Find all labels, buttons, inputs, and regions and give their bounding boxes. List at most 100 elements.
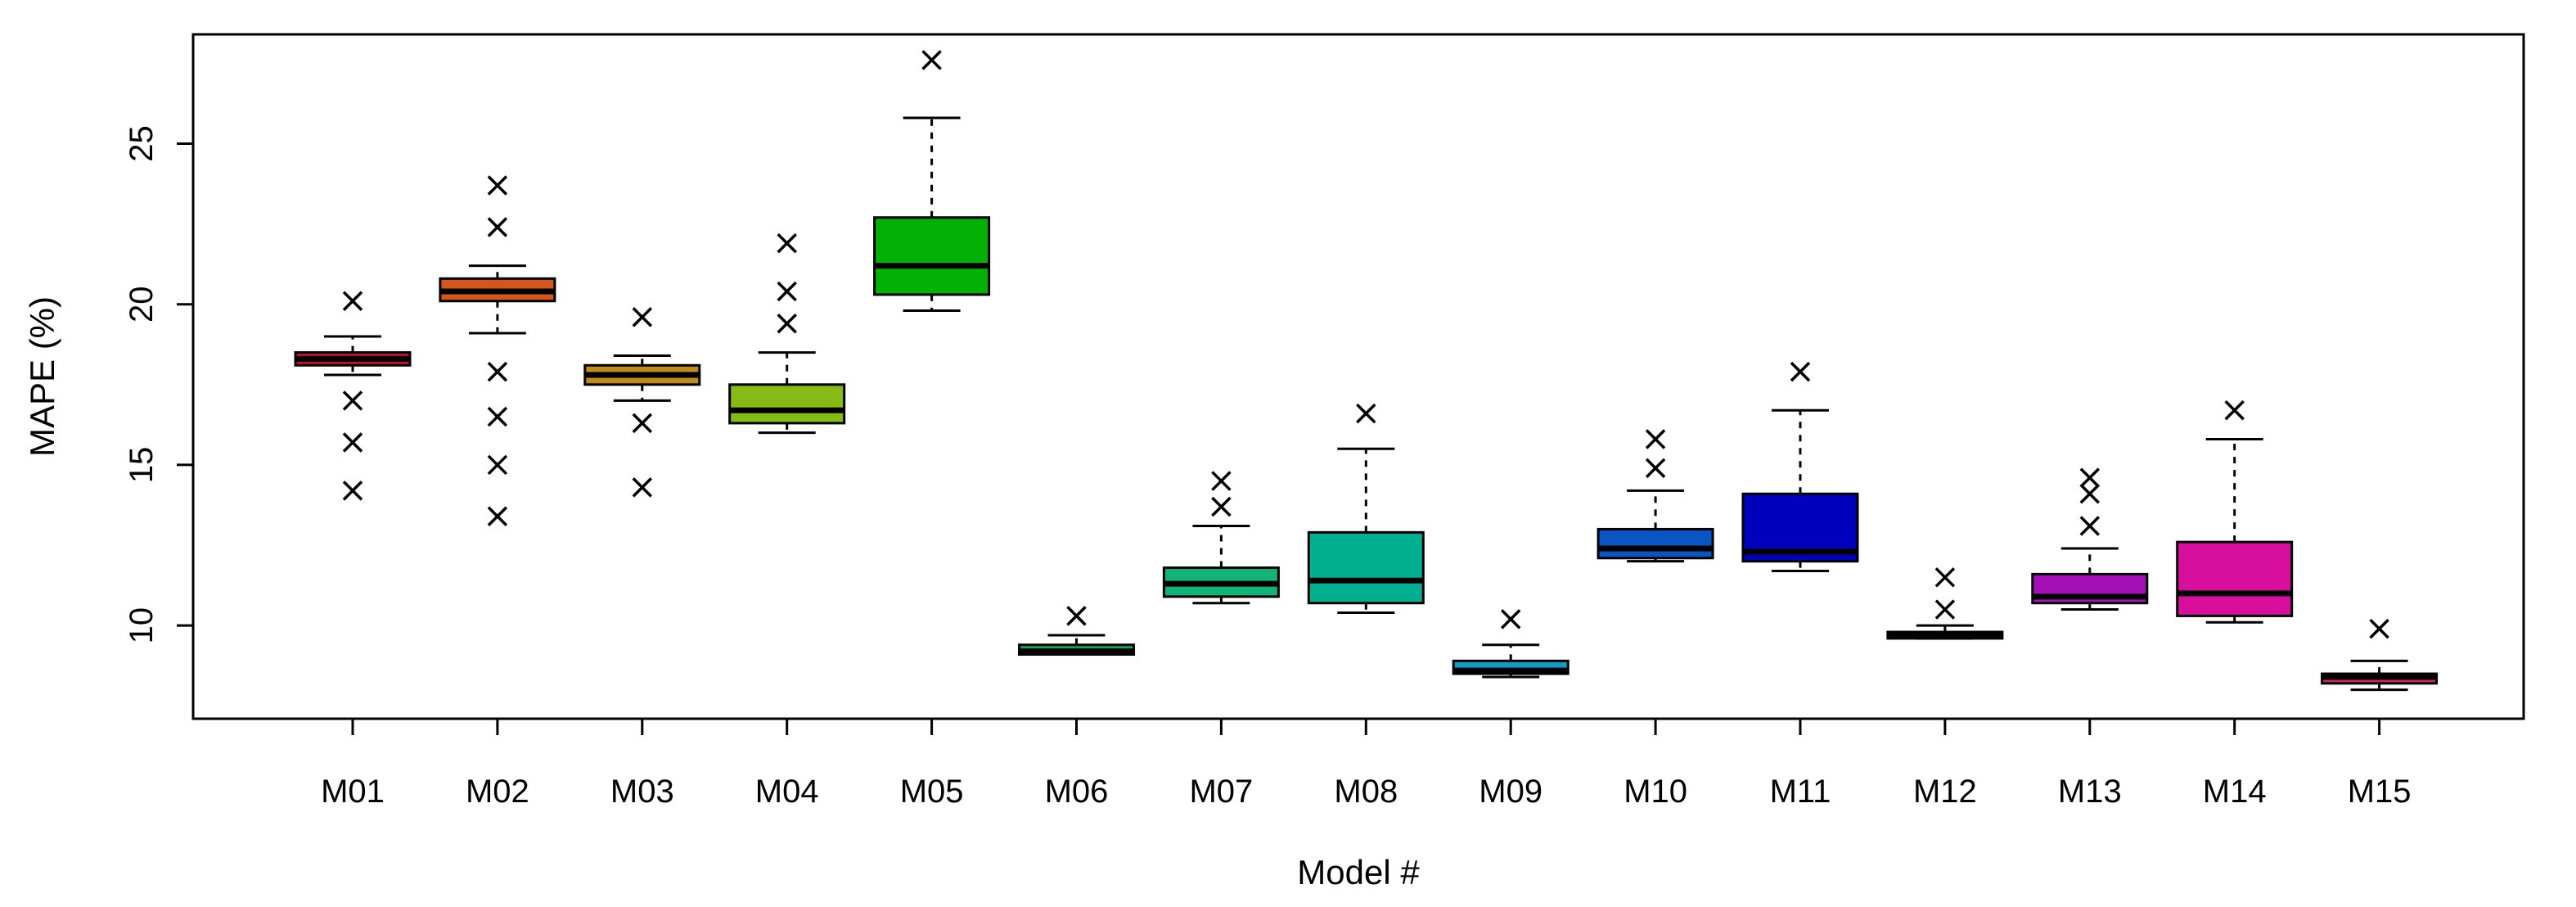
x-tick-label: M08 (1334, 774, 1398, 810)
outlier-point (2079, 516, 2101, 536)
outlier-stroke (777, 232, 797, 254)
box-m05 (873, 50, 991, 313)
outlier-point (921, 50, 942, 70)
outlier-stroke (1066, 606, 1087, 626)
box-m12 (1886, 567, 2004, 640)
outlier-stroke (487, 361, 508, 382)
outlier-stroke (487, 406, 508, 427)
outlier-stroke (1790, 361, 1811, 382)
outlier-point (2079, 467, 2101, 488)
outlier-point (487, 175, 508, 196)
x-tick-label: M05 (900, 774, 964, 810)
outlier-point (1934, 599, 1956, 620)
outlier-point (2224, 399, 2245, 421)
outlier-point (1066, 606, 1087, 626)
iqr-box (728, 383, 846, 425)
outlier-point (342, 390, 363, 411)
x-tick-label: M15 (2348, 774, 2412, 810)
box-m14 (2176, 399, 2294, 624)
outlier-point (487, 506, 508, 526)
y-tick-label: 25 (124, 125, 160, 162)
outlier-point (342, 291, 363, 312)
box-m11 (1741, 361, 1859, 572)
outlier-stroke (1356, 403, 1376, 424)
iqr-box (1307, 530, 1425, 605)
outlier-point (2079, 484, 2101, 504)
outlier-point (487, 217, 508, 237)
y-axis-title: MAPE (%) (23, 296, 61, 457)
outlier-stroke (1500, 609, 1521, 629)
x-axis-title: Model # (1297, 853, 1420, 891)
y-tick-label: 20 (124, 286, 160, 323)
outlier-point (632, 413, 653, 434)
outlier-stroke (2369, 618, 2389, 639)
box-m09 (1452, 609, 1569, 679)
outlier-point (487, 406, 508, 427)
outlier-stroke (342, 432, 363, 453)
x-tick-label: M03 (610, 774, 674, 810)
outlier-point (342, 481, 363, 501)
outlier-point (487, 361, 508, 382)
outlier-point (487, 454, 508, 476)
outlier-stroke (1645, 458, 1666, 479)
box-m01 (294, 291, 412, 501)
outlier-stroke (342, 390, 363, 411)
outlier-point (1645, 458, 1666, 479)
outlier-point (342, 432, 363, 453)
box-m03 (583, 307, 701, 498)
iqr-box (873, 216, 991, 296)
x-tick-label: M13 (2058, 774, 2122, 810)
x-tick-label: M14 (2203, 774, 2267, 810)
outlier-stroke (1211, 496, 1232, 517)
plot-frame (191, 33, 2525, 720)
box-m10 (1596, 429, 1714, 563)
outlier-stroke (632, 477, 653, 498)
outlier-stroke (2224, 399, 2245, 421)
outlier-point (1934, 567, 1956, 588)
outlier-point (632, 307, 653, 327)
iqr-box (1596, 527, 1714, 560)
outlier-stroke (632, 413, 653, 434)
outlier-stroke (1934, 567, 1956, 588)
outlier-stroke (777, 314, 797, 334)
outlier-stroke (1934, 599, 1956, 620)
box-m06 (1018, 606, 1135, 657)
outlier-point (1211, 471, 1232, 491)
outlier-point (777, 232, 797, 254)
x-tick-label: M04 (755, 774, 819, 810)
x-tick-label: M09 (1479, 774, 1542, 810)
x-tick-label: M10 (1624, 774, 1687, 810)
outlier-stroke (342, 291, 363, 312)
outlier-point (1356, 403, 1376, 424)
outlier-stroke (487, 175, 508, 196)
x-tick-label: M02 (466, 774, 529, 810)
outlier-stroke (921, 50, 942, 70)
outlier-point (777, 281, 797, 302)
outlier-stroke (632, 307, 653, 327)
outlier-stroke (2079, 516, 2101, 536)
outlier-stroke (487, 454, 508, 476)
y-tick-label: 15 (124, 447, 160, 484)
outlier-stroke (487, 217, 508, 237)
outlier-point (632, 477, 653, 498)
outlier-point (1790, 361, 1811, 382)
x-tick-label: M12 (1913, 774, 1977, 810)
x-tick-label: M07 (1189, 774, 1253, 810)
outlier-point (2369, 618, 2389, 639)
box-m07 (1162, 471, 1280, 605)
x-tick-label: M11 (1770, 774, 1831, 810)
outlier-point (777, 314, 797, 334)
outlier-stroke (1645, 429, 1666, 449)
outlier-stroke (2079, 467, 2101, 488)
box-m13 (2031, 467, 2149, 611)
box-m02 (439, 175, 556, 526)
outlier-stroke (1211, 471, 1232, 491)
outlier-point (1645, 429, 1666, 449)
x-tick-label: M01 (321, 774, 385, 810)
outlier-point (1211, 496, 1232, 517)
outlier-stroke (2079, 484, 2101, 504)
outlier-stroke (342, 481, 363, 501)
box-m04 (728, 232, 846, 435)
box-m08 (1307, 403, 1425, 614)
